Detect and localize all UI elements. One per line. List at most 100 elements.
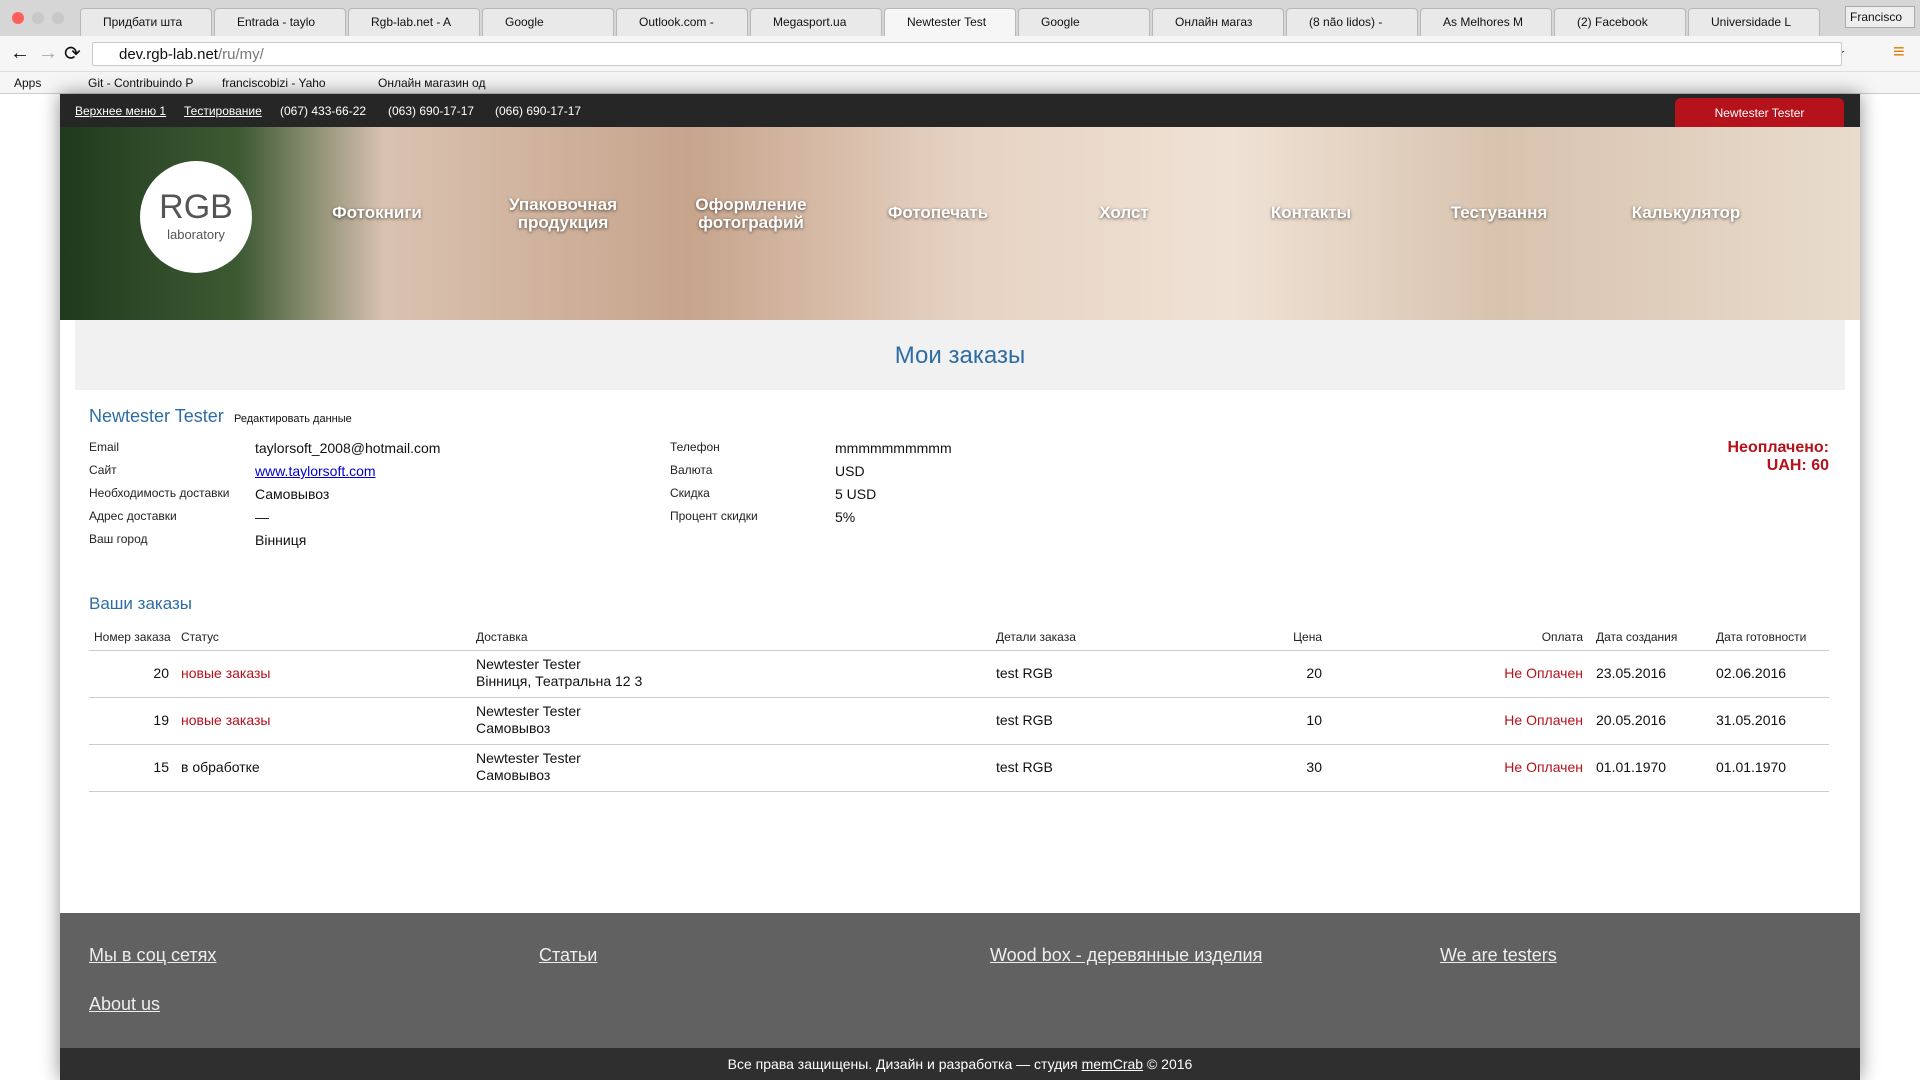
title-band: Мои заказы [75, 320, 1845, 390]
info-value[interactable]: www.taylorsoft.com [255, 463, 376, 479]
content-panel [75, 320, 1845, 914]
info-label: Необходимость доставки [89, 486, 230, 500]
row-divider [89, 791, 1829, 792]
nav-item[interactable]: Фотокниги [332, 203, 422, 222]
url-path: /ru/my/ [217, 46, 264, 63]
order-payment: Не Оплачен [1504, 759, 1583, 775]
order-ready: 01.01.1970 [1716, 759, 1787, 775]
info-value: Самовывоз [255, 486, 330, 502]
nav-item[interactable]: Фотопечать [887, 203, 989, 222]
logo-title: RGB [159, 188, 233, 226]
info-value: mmmmmmmmmm [835, 440, 952, 456]
menu-button[interactable]: ≡ [1893, 41, 1905, 63]
orders-title: Ваши заказы [89, 594, 192, 613]
info-value: — [255, 509, 269, 525]
order-number: 15 [153, 759, 169, 775]
order-details: test RGB [996, 759, 1053, 775]
delivery-name: Newtester Tester [476, 750, 581, 766]
logo-subtitle: laboratory [167, 227, 225, 242]
unpaid-amount: UAH: 60 [1766, 457, 1829, 474]
info-label: Скидка [670, 486, 710, 500]
tab[interactable]: Онлайн магаз [1152, 8, 1284, 36]
footer-link[interactable]: Wood box - деревянные изделия [990, 945, 1263, 965]
tab[interactable]: Megasport.ua [750, 8, 882, 36]
studio-link[interactable]: memCrab [1081, 1056, 1144, 1072]
column-header: Дата создания [1596, 630, 1678, 644]
info-label: Адрес доставки [89, 509, 177, 523]
footer-link[interactable]: Мы в соц сетях [89, 945, 217, 965]
top-strip: Newtester Tester Верхнее меню 1 Тестирова… [60, 94, 1860, 127]
nav-item[interactable]: Контакты [1270, 203, 1352, 222]
nav-item[interactable]: Калькулятор [1631, 203, 1741, 222]
copyright-year: © 2016 [1146, 1056, 1193, 1072]
info-label: Валюта [670, 463, 713, 477]
edit-link[interactable]: Редактировать данные [234, 413, 352, 425]
order-created: 20.05.2016 [1596, 712, 1667, 728]
column-header: Детали заказа [996, 630, 1076, 644]
order-number: 19 [153, 712, 169, 728]
footer-link[interactable]: Статьи [539, 945, 598, 965]
info-value: Вінниця [255, 532, 307, 548]
tab[interactable]: Google [1018, 8, 1150, 36]
bookmark[interactable]: franciscobizi - Yaho [222, 76, 326, 90]
row-divider [89, 697, 1829, 698]
tab[interactable]: (2) Facebook [1554, 8, 1686, 36]
tab-bar: Francisco Придбати шта Entrada - taylo Rgb… [0, 0, 1920, 36]
info-value: 5% [835, 509, 856, 525]
tab[interactable]: Newtester Test [884, 8, 1016, 36]
footer: Мы в соц сетях Статьи Wood box - деревянны… [60, 913, 1860, 1048]
column-header: Доставка [476, 630, 528, 644]
tab[interactable]: Universidade L [1688, 8, 1820, 36]
reload-button[interactable]: ⟳ [64, 43, 81, 65]
url-host: dev.rgb-lab.net [119, 46, 218, 63]
nav-item[interactable]: Оформление фотографий [695, 195, 807, 232]
address-bar[interactable]: dev.rgb-lab.net/ru/my/ [92, 42, 1842, 66]
copyright: Все права защищены. Дизайн и разработка … [60, 1048, 1860, 1080]
forward-button[interactable]: → [38, 42, 58, 64]
profile-button[interactable]: Francisco [1845, 6, 1915, 28]
tab[interactable]: (8 não lidos) - [1286, 8, 1418, 36]
nav-item[interactable]: Тестування [1450, 203, 1548, 222]
unpaid-label: Неоплачено: [1727, 439, 1829, 456]
phone: (063) 690-17-17 [388, 104, 475, 118]
nav-item[interactable]: Упаковочная продукция [508, 195, 618, 232]
row-divider [89, 744, 1829, 745]
top-link[interactable]: Верхнее меню 1 [75, 104, 167, 118]
order-status: в обработке [181, 759, 260, 775]
bookmark[interactable]: Git - Contribuindo P [88, 76, 194, 90]
bookmark[interactable]: Онлайн магазин од [378, 76, 486, 90]
order-created: 01.01.1970 [1596, 759, 1667, 775]
info-label: Сайт [89, 463, 117, 477]
nav-item[interactable]: Холст [1099, 203, 1149, 222]
back-button[interactable]: ← [10, 42, 30, 64]
order-price: 30 [1306, 759, 1322, 775]
order-payment: Не Оплачен [1504, 712, 1583, 728]
order-number: 20 [153, 665, 169, 681]
info-label: Ваш город [89, 532, 148, 546]
top-link[interactable]: Тестирование [184, 104, 262, 118]
footer-link[interactable]: We are testers [1440, 945, 1557, 965]
logo[interactable]: RGB laboratory [140, 161, 252, 273]
info-value: 5 USD [835, 486, 877, 502]
column-header: Оплата [1541, 630, 1583, 644]
header: RGB laboratory Фотокниги Упаковочная прод… [60, 127, 1860, 320]
phone: (066) 690-17-17 [495, 104, 582, 118]
tab[interactable]: Outlook.com - [616, 8, 748, 36]
bookmark[interactable]: Apps [14, 76, 42, 90]
user-button[interactable]: Newtester Tester [1675, 98, 1844, 127]
tab[interactable]: Придбати шта [80, 8, 212, 36]
page-title: Мои заказы [894, 342, 1026, 369]
tab[interactable]: Entrada - taylo [214, 8, 346, 36]
order-status: новые заказы [181, 712, 271, 728]
info-label: Процент скидки [670, 509, 758, 523]
delivery-name: Newtester Tester [476, 703, 581, 719]
tab[interactable]: Rgb-lab.net - A [348, 8, 480, 36]
delivery-name: Newtester Tester [476, 656, 581, 672]
info-label: Телефон [670, 440, 720, 454]
tab[interactable]: Google [482, 8, 614, 36]
footer-link[interactable]: About us [89, 994, 161, 1014]
tab[interactable]: As Melhores M [1420, 8, 1552, 36]
order-details: test RGB [996, 665, 1053, 681]
column-header: Номер заказа [94, 630, 171, 644]
